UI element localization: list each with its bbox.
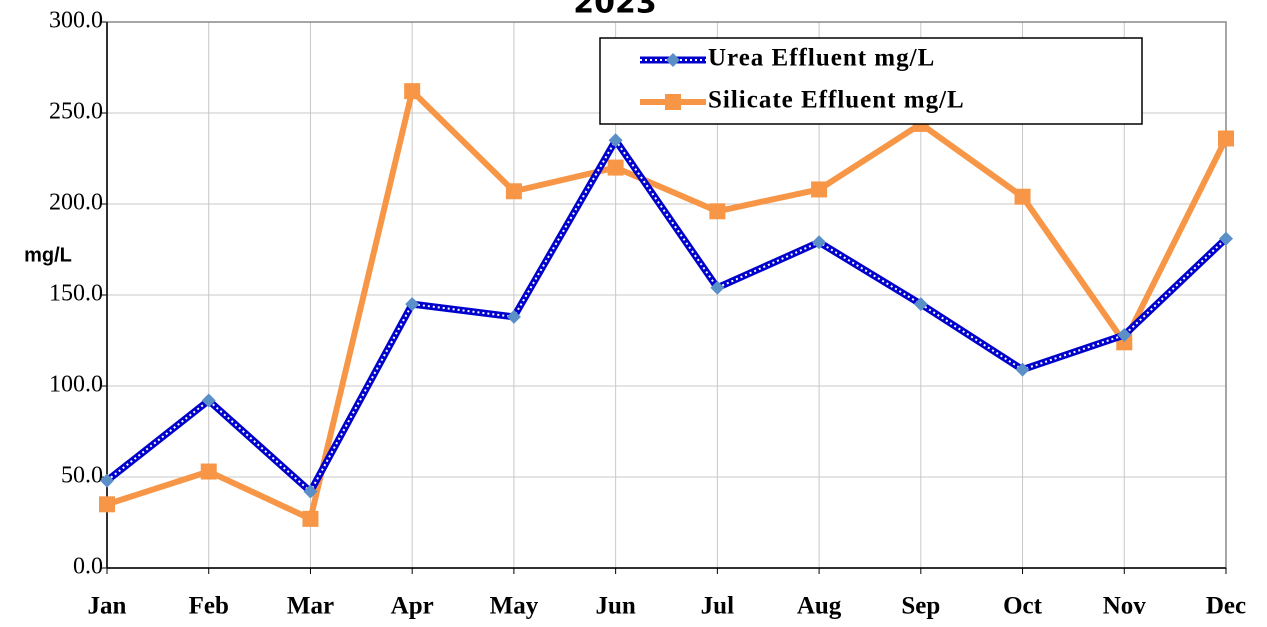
marker xyxy=(405,297,420,312)
y-tick-label: 100.0 xyxy=(49,372,103,398)
marker xyxy=(811,181,828,198)
marker xyxy=(99,496,115,513)
x-tick-label: Feb xyxy=(189,593,229,620)
marker xyxy=(812,235,827,250)
y-tick-label: 250.0 xyxy=(49,99,103,125)
marker xyxy=(100,473,114,488)
line-pattern xyxy=(106,138,1227,494)
y-tick-label: 150.0 xyxy=(49,281,103,307)
legend-marker xyxy=(665,94,681,110)
x-tick-label: Jun xyxy=(595,593,635,620)
y-tick-label: 50.0 xyxy=(61,463,103,489)
line xyxy=(104,136,1229,496)
marker xyxy=(1219,231,1233,246)
legend-label: Silicate Effluent mg/L xyxy=(708,87,965,114)
x-tick-label: Aug xyxy=(797,593,842,620)
marker xyxy=(1015,362,1030,377)
x-tick-label: May xyxy=(490,593,539,620)
y-tick-label: 0.0 xyxy=(73,554,103,580)
marker xyxy=(913,297,928,312)
x-tick-label: Jan xyxy=(88,593,127,620)
marker xyxy=(1218,130,1234,147)
marker xyxy=(608,133,623,148)
marker xyxy=(200,463,217,480)
x-tick-label: Nov xyxy=(1103,593,1147,620)
marker xyxy=(505,183,522,200)
marker xyxy=(709,203,726,220)
marker xyxy=(506,309,521,324)
marker xyxy=(607,159,624,176)
x-tick-label: Oct xyxy=(1003,593,1043,620)
marker xyxy=(1117,328,1132,343)
legend-box xyxy=(599,37,1143,125)
x-tick-label: Jul xyxy=(701,593,734,620)
legend-marker xyxy=(666,53,680,67)
line xyxy=(106,88,1229,522)
marker xyxy=(1014,188,1031,205)
marker xyxy=(710,280,725,295)
x-tick-label: Dec xyxy=(1206,593,1246,620)
x-tick-label: Sep xyxy=(901,593,940,620)
chart-title: 2023 xyxy=(573,0,657,21)
x-tick-label: Apr xyxy=(391,593,434,620)
y-tick-label: 200.0 xyxy=(49,190,103,216)
y-axis-label: mg/L xyxy=(24,244,72,266)
y-tick-label: 300.0 xyxy=(49,8,103,34)
marker xyxy=(404,83,421,100)
x-tick-label: Mar xyxy=(287,593,334,620)
marker xyxy=(303,484,318,499)
marker xyxy=(201,393,216,408)
legend-label: Urea Effluent mg/L xyxy=(708,45,935,72)
marker xyxy=(302,510,319,527)
